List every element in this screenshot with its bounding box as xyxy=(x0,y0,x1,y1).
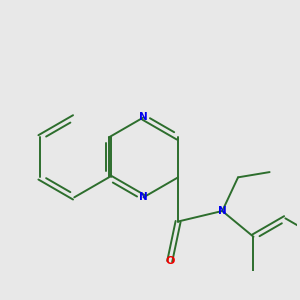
Text: N: N xyxy=(139,192,148,202)
Text: N: N xyxy=(218,206,226,216)
Text: N: N xyxy=(139,112,148,122)
Text: O: O xyxy=(165,256,174,266)
